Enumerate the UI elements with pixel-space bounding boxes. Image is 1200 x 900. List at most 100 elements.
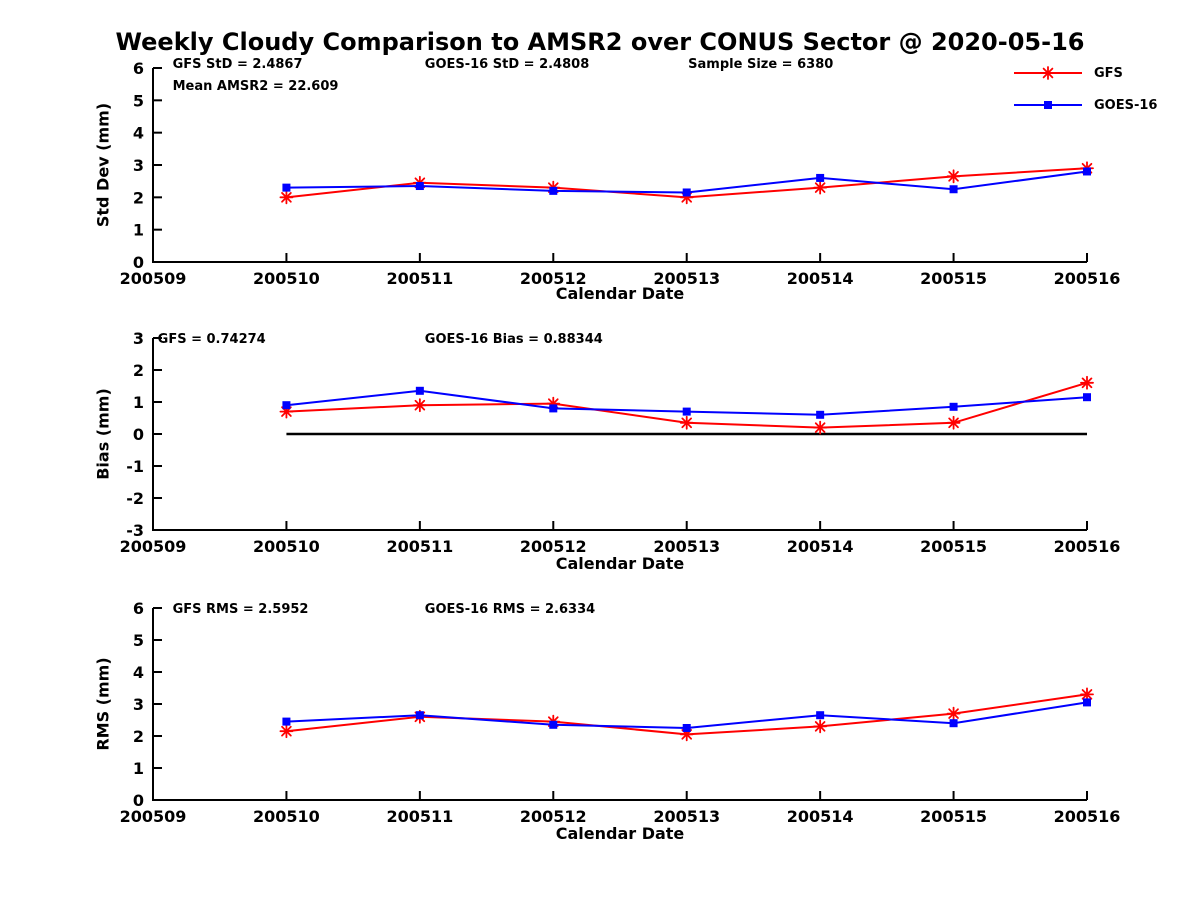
series-marker-gfs — [1080, 687, 1094, 702]
x-tick-label: 200512 — [520, 807, 587, 826]
x-tick-label: 200511 — [386, 269, 453, 288]
series-marker-goes-16 — [415, 182, 424, 191]
series-marker-goes-16 — [282, 183, 291, 192]
series-marker-gfs — [813, 180, 828, 195]
y-tick-label: 1 — [133, 759, 144, 778]
series-marker-goes-16 — [1083, 698, 1091, 707]
series-marker-goes-16 — [682, 724, 691, 732]
annotations: GFS StD = 2.4867 Mean AMSR2 = 22.609 GOES-… — [173, 57, 834, 94]
series-marker-goes-16 — [1083, 393, 1091, 402]
y-tick-label: 0 — [133, 253, 144, 272]
annotation-text: GOES-16 StD = 2.4808 — [425, 57, 589, 72]
y-tick-label: 2 — [133, 188, 144, 207]
annotation-text: GOES-16 RMS = 2.6334 — [425, 602, 595, 617]
legend-marker-star-icon — [1014, 66, 1082, 80]
legend-label: GFS — [1094, 65, 1123, 81]
y-tick-label: -1 — [126, 457, 144, 476]
legend-marker-square-icon — [1014, 101, 1082, 109]
annotation-text: GFS RMS = 2.5952 — [173, 602, 309, 617]
x-axis-label-rms: Calendar Date — [555, 824, 685, 843]
x-tick-labels: 200509 200510 200511 200512 200513 200514 2005… — [120, 807, 1121, 826]
series-marker-gfs — [946, 169, 961, 184]
annotation-text: GOES-16 Bias = 0.88344 — [425, 332, 603, 347]
y-tick-label: 5 — [133, 91, 144, 110]
x-tick-label: 200514 — [787, 807, 854, 826]
series-marker-gfs — [813, 420, 828, 435]
x-axis-label-bias: Calendar Date — [555, 554, 685, 573]
x-tick-label: 200510 — [253, 807, 320, 826]
x-tick-label: 200516 — [1054, 537, 1121, 556]
x-tick-labels: 200509 200510 200511 200512 200513 200514 2005… — [120, 537, 1121, 556]
annotations: GFS RMS = 2.5952 GOES-16 RMS = 2.6334 — [173, 602, 596, 617]
y-tick-label: 6 — [133, 599, 144, 618]
x-tick-label: 200512 — [520, 537, 587, 556]
series-marker-goes-16 — [682, 407, 691, 416]
y-tick-label: 4 — [133, 663, 144, 682]
series-marker-goes-16 — [1083, 167, 1091, 176]
annotation-text: GFS = 0.74274 — [158, 332, 266, 347]
x-tick-label: 200513 — [653, 807, 720, 826]
series-marker-goes-16 — [816, 410, 825, 419]
y-tick-label: 1 — [133, 393, 144, 412]
plot-area-bias: -3 -2 -1 0 1 2 3 200509 200510 200511 200512 200513… — [120, 329, 1121, 556]
x-tick-label: 200516 — [1054, 269, 1121, 288]
x-tick-label: 200516 — [1054, 807, 1121, 826]
x-tick-label: 200515 — [920, 807, 987, 826]
x-axis-label-std-dev: Calendar Date — [555, 284, 685, 303]
series-marker-goes-16 — [549, 404, 558, 413]
x-tick-label: 200513 — [653, 537, 720, 556]
series-marker-goes-16 — [415, 711, 424, 720]
series-marker-gfs — [412, 398, 427, 413]
y-tick-label: 3 — [133, 695, 144, 714]
x-tick-label: 200511 — [386, 807, 453, 826]
series-marker-goes-16 — [549, 186, 558, 195]
series-marker-goes-16 — [415, 386, 424, 395]
x-tick-label: 200515 — [920, 269, 987, 288]
x-tick-label: 200509 — [120, 269, 187, 288]
x-tick-label: 200512 — [520, 269, 587, 288]
x-tick-label: 200514 — [787, 537, 854, 556]
legend-item-goes-16: GOES-16 — [1012, 89, 1157, 121]
y-tick-label: -3 — [126, 521, 144, 540]
x-tick-label: 200509 — [120, 537, 187, 556]
y-tick-label: 0 — [133, 791, 144, 810]
series-marker-gfs — [946, 415, 961, 430]
series-marker-goes-16 — [949, 719, 958, 728]
y-tick-label: 3 — [133, 329, 144, 348]
series-marker-gfs — [679, 415, 694, 430]
series-marker-gfs — [1080, 375, 1094, 390]
series-marker-gfs — [279, 724, 294, 739]
y-tick-label: 1 — [133, 221, 144, 240]
annotation-text: GFS StD = 2.4867 — [173, 57, 303, 72]
x-tick-label: 200510 — [253, 269, 320, 288]
x-tick-label: 200509 — [120, 807, 187, 826]
legend-marker — [1044, 101, 1052, 109]
y-tick-label: -2 — [126, 489, 144, 508]
y-tick-label: 3 — [133, 156, 144, 175]
legend-marker — [1041, 66, 1055, 80]
x-tick-label: 200513 — [653, 269, 720, 288]
annotations: GFS = 0.74274 GOES-16 Bias = 0.88344 — [158, 332, 603, 347]
series-marker-gfs — [946, 706, 961, 721]
series-marker-goes-16 — [549, 720, 558, 729]
series-marker-goes-16 — [816, 173, 825, 182]
series-marker-goes-16 — [816, 711, 825, 720]
x-tick-label: 200514 — [787, 269, 854, 288]
series-marker-goes-16 — [949, 402, 958, 411]
series-marker-goes-16 — [682, 188, 691, 197]
y-tick-labels: -3 -2 -1 0 1 2 3 — [126, 329, 144, 540]
y-tick-label: 2 — [133, 727, 144, 746]
y-tick-label: 2 — [133, 361, 144, 380]
legend-item-gfs: GFS — [1012, 57, 1157, 89]
y-tick-label: 0 — [133, 425, 144, 444]
x-tick-label: 200515 — [920, 537, 987, 556]
y-tick-label: 5 — [133, 631, 144, 650]
y-tick-label: 6 — [133, 59, 144, 78]
annotation-text: Mean AMSR2 = 22.609 — [173, 79, 339, 94]
series-marker-gfs — [813, 719, 828, 734]
series-marker-goes-16 — [949, 185, 958, 194]
figure-title: Weekly Cloudy Comparison to AMSR2 over C… — [115, 28, 1085, 56]
x-tick-labels: 200509 200510 200511 200512 200513 200514 2005… — [120, 269, 1121, 288]
